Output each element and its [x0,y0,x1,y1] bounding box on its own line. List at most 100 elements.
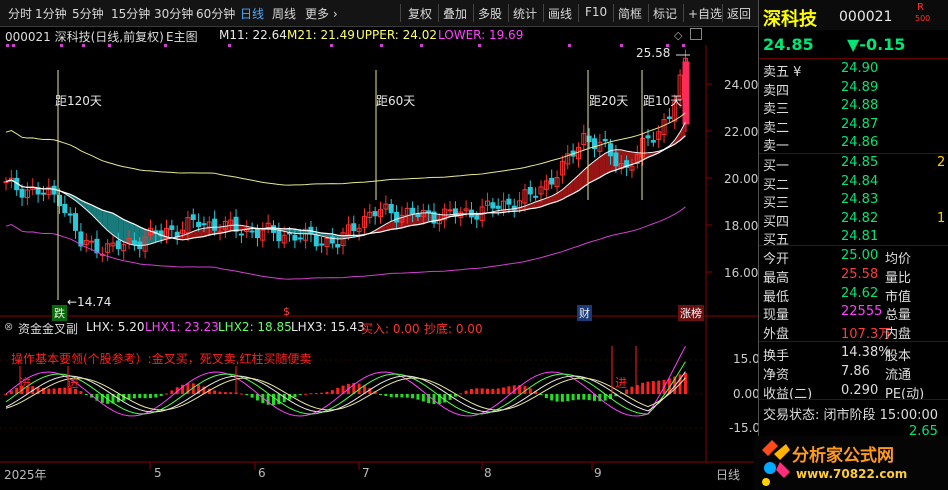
candle-body [345,224,351,235]
diamond-icon[interactable]: ◇ [674,29,683,42]
stat-row: 现量 22555 总量 [759,303,948,323]
stats-button[interactable]: 统计 [513,7,538,21]
lhx1-line [5,345,686,417]
sell-level-row: 卖三 24.88 [759,97,948,117]
tab-60min[interactable]: 60分钟 [196,7,236,21]
candle-body [206,221,212,228]
histogram-bar [603,394,607,401]
stat-row: 外盘 107.3万 内盘 [759,322,948,342]
candle-body [554,177,560,188]
candle-body [131,240,137,245]
back-button[interactable]: 返回 [727,7,752,21]
toolbar-divider [543,4,544,22]
candle-body [661,119,667,135]
ma-ribbon [289,228,295,234]
tab-1min[interactable]: 1分钟 [35,7,67,21]
stat-value: 14.38% [841,345,891,360]
histogram-bar [667,378,671,394]
gain-rank-marker[interactable]: 涨榜 [678,305,704,321]
distance-60-label: 距60天 [376,94,416,108]
tab-15min[interactable]: 15分钟 [111,7,151,21]
tab-more[interactable]: 更多 › [305,7,338,21]
histogram-bar [625,389,629,394]
stat-label-2: 均价 [885,252,912,267]
year-label: 2025年 [4,468,47,482]
f10-button[interactable]: F10 [585,5,608,19]
indicator-name[interactable]: E主图 [166,30,198,44]
fuquan-button[interactable]: 复权 [408,7,433,21]
ma-ribbon [546,196,552,205]
tab-intraday[interactable]: 分时 [8,7,33,21]
price-change: ▼-0.15 [847,35,906,54]
tab-daily[interactable]: 日线 [240,7,265,21]
overlay-button[interactable]: 叠加 [443,7,468,21]
histogram-bar [314,393,318,395]
candle-body [485,200,490,206]
stat-label: 最低 [763,289,790,305]
histogram-bar [453,394,457,397]
sub-indicator-name[interactable]: 资金金叉副 [18,322,79,336]
mark-button[interactable]: 标记 [653,7,678,21]
ma-ribbon [193,229,199,238]
buy-level-price: 24.85 [841,155,879,170]
histogram-bar [186,383,190,394]
add-favorite-button[interactable]: +自选 [688,7,723,21]
tab-weekly[interactable]: 周线 [272,7,297,21]
buy-level-row: 买四 24.82 1 [759,210,948,230]
candle-body [67,213,73,216]
histogram-bar [288,394,292,400]
window-toggle-icon[interactable] [690,28,702,40]
gear-icon[interactable]: ⊗ [4,320,14,333]
month-label: 8 [484,466,492,480]
histogram-bar [122,394,126,401]
ma-ribbon [129,221,135,246]
candle-body [367,211,373,218]
candle-body [196,221,202,228]
draw-button[interactable]: 画线 [548,7,573,21]
lhx-line [5,377,686,411]
stat-row: 最低 24.62 市值 [759,285,948,305]
ma-ribbon [145,229,151,246]
candle-body [597,141,603,152]
sell-level-label: 卖五 ¥ [763,65,802,80]
fall-marker[interactable]: 跌 [52,305,67,321]
candle-body [201,223,207,226]
histogram-bar [74,388,78,394]
histogram-bar [587,394,591,401]
tab-30min[interactable]: 30分钟 [154,7,194,21]
finance-marker[interactable]: 财 [577,305,592,321]
period-corner-label: 日线 [716,468,741,482]
tab-5min[interactable]: 5分钟 [72,7,104,21]
stat-row: 今开 25.00 均价 [759,247,948,267]
m11-line [5,121,686,246]
buy-level-row: 买二 24.84 [759,173,948,193]
candle-body [581,132,587,146]
signal-dot [380,44,383,47]
simple-frame-button[interactable]: 简框 [618,7,643,21]
kline-chart[interactable] [0,27,758,490]
signal-dot [12,44,15,47]
candle-body [46,186,52,195]
histogram-bar [58,387,61,394]
buy-level-row: 买五 24.81 [759,228,948,248]
histogram-bar [15,387,19,394]
histogram-bar [261,394,265,404]
flow-value: 2.65 [909,424,938,439]
buy-level-volume: 1 [937,210,946,226]
candle-body [292,234,298,241]
candle-body [303,228,309,241]
histogram-bar [330,390,334,394]
candle-body [463,208,469,212]
stat-value: 25.00 [841,248,879,263]
candle-body [174,231,180,237]
sell-level-price: 24.90 [841,61,879,76]
toolbar-divider [683,4,684,22]
lhx3-value: LHX3: 15.43 [291,320,365,334]
histogram-bar [427,394,431,404]
dollar-marker[interactable]: $ [283,305,290,318]
histogram-bar [84,394,88,395]
sell-level-label: 卖四 [763,83,790,99]
lhx2-value: LHX2: 18.85 [218,320,292,334]
stat-row: 最高 25.58 量比 [759,266,948,286]
multi-stock-button[interactable]: 多股 [478,7,503,21]
